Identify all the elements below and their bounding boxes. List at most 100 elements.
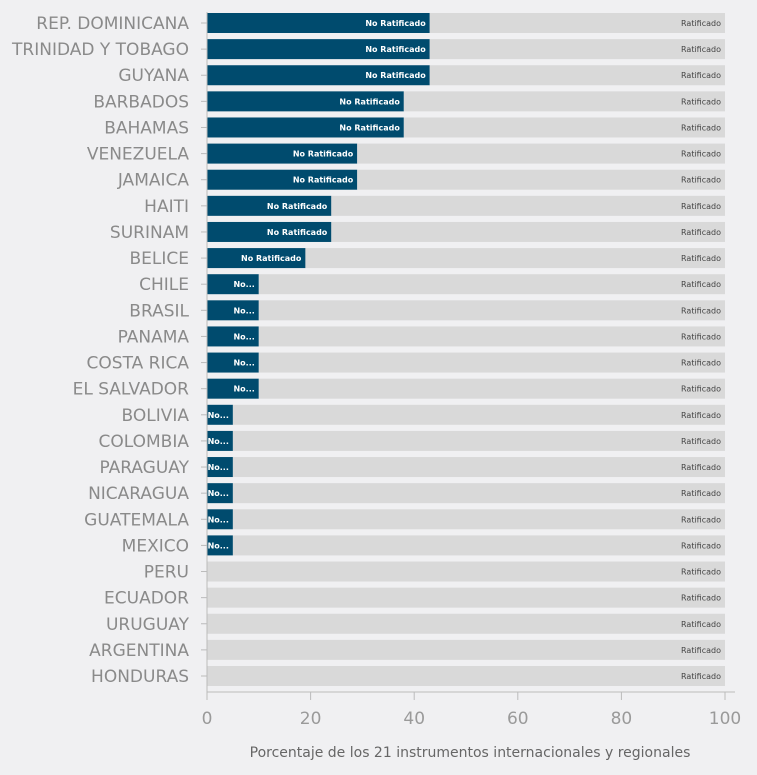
bar-no-ratificado[interactable] (207, 143, 358, 164)
bar-data-label: No... (233, 385, 254, 394)
bar-data-label: No Ratificado (365, 71, 426, 80)
category-label: PERU (144, 563, 189, 583)
bar-data-label: Ratificado (681, 306, 721, 315)
bar-ratificado[interactable] (357, 169, 725, 190)
bar-data-label: Ratificado (681, 411, 721, 420)
bar-data-label: Ratificado (681, 45, 721, 54)
bar-ratificado[interactable] (429, 39, 725, 60)
x-tick-label: 40 (403, 709, 425, 729)
x-tick-label: 100 (709, 709, 741, 729)
bar-data-label: Ratificado (681, 71, 721, 80)
bar-ratificado[interactable] (258, 352, 725, 373)
bar-ratificado[interactable] (232, 509, 725, 530)
bar-ratificado[interactable] (207, 639, 725, 660)
bar-data-label: No... (208, 411, 229, 420)
bar-no-ratificado[interactable] (207, 404, 233, 425)
bar-data-label: Ratificado (681, 594, 721, 603)
bar-ratificado[interactable] (403, 91, 725, 112)
category-label: NICARAGUA (88, 484, 189, 504)
bar-data-label: Ratificado (681, 176, 721, 185)
bar-data-label: Ratificado (681, 646, 721, 655)
bar-no-ratificado[interactable] (207, 430, 233, 451)
bar-data-label: No Ratificado (365, 19, 426, 28)
bar-ratificado[interactable] (207, 587, 725, 608)
bar-ratificado[interactable] (232, 457, 725, 478)
bar-no-ratificado[interactable] (207, 457, 233, 478)
category-label: BRASIL (129, 301, 189, 321)
bar-data-label: Ratificado (681, 541, 721, 550)
bar-ratificado[interactable] (331, 221, 725, 242)
bar-no-ratificado[interactable] (207, 169, 358, 190)
bar-no-ratificado[interactable] (207, 535, 233, 556)
bar-data-label: No... (233, 306, 254, 315)
bar-ratificado[interactable] (258, 326, 725, 347)
bar-ratificado[interactable] (207, 613, 725, 634)
bar-data-label: No Ratificado (365, 45, 426, 54)
bar-ratificado[interactable] (232, 430, 725, 451)
bar-no-ratificado[interactable] (207, 352, 259, 373)
category-label: TRINIDAD Y TOBAGO (11, 40, 189, 60)
bar-no-ratificado[interactable] (207, 65, 430, 86)
bar-no-ratificado[interactable] (207, 483, 233, 504)
bar-no-ratificado[interactable] (207, 39, 430, 60)
bar-ratificado[interactable] (258, 274, 725, 295)
category-label: ARGENTINA (89, 641, 189, 661)
bar-no-ratificado[interactable] (207, 91, 404, 112)
bar-no-ratificado[interactable] (207, 509, 233, 530)
bar-data-label: No Ratificado (267, 228, 328, 237)
bar-data-label: No Ratificado (339, 123, 400, 132)
bar-ratificado[interactable] (207, 561, 725, 582)
bar-data-label: Ratificado (681, 202, 721, 211)
bar-data-label: No Ratificado (293, 150, 354, 159)
category-label: COLOMBIA (99, 432, 190, 452)
bar-data-label: No... (233, 359, 254, 368)
bar-no-ratificado[interactable] (207, 326, 259, 347)
bar-ratificado[interactable] (232, 404, 725, 425)
bar-ratificado[interactable] (357, 143, 725, 164)
bar-no-ratificado[interactable] (207, 378, 259, 399)
category-label: EL SALVADOR (73, 380, 190, 400)
bar-ratificado[interactable] (429, 13, 725, 33)
bar-ratificado[interactable] (429, 65, 725, 86)
bar-data-label: Ratificado (681, 672, 721, 681)
bar-data-label: No Ratificado (339, 97, 400, 106)
category-label: SURINAM (110, 223, 189, 243)
bar-ratificado[interactable] (403, 117, 725, 138)
bar-data-label: Ratificado (681, 280, 721, 289)
category-label: CHILE (139, 275, 189, 295)
x-axis-label: Porcentaje de los 21 instrumentos intern… (250, 745, 691, 761)
category-label: BAHAMAS (104, 118, 189, 138)
bar-no-ratificado[interactable] (207, 248, 306, 269)
bar-ratificado[interactable] (232, 535, 725, 556)
category-label: PANAMA (118, 327, 190, 347)
x-tick-label: 80 (611, 709, 633, 729)
category-label: HONDURAS (91, 667, 189, 687)
bar-data-label: No Ratificado (241, 254, 302, 263)
bar-ratificado[interactable] (258, 300, 725, 321)
bar-ratificado[interactable] (232, 483, 725, 504)
bar-no-ratificado[interactable] (207, 117, 404, 138)
bar-data-label: Ratificado (681, 123, 721, 132)
category-label: VENEZUELA (87, 145, 190, 165)
bar-ratificado[interactable] (258, 378, 725, 399)
category-label: URUGUAY (106, 615, 190, 635)
bar-no-ratificado[interactable] (207, 274, 259, 295)
bar-data-label: Ratificado (681, 332, 721, 341)
category-label: COSTA RICA (87, 354, 190, 374)
category-label: BOLIVIA (121, 406, 189, 426)
bar-data-label: Ratificado (681, 228, 721, 237)
bar-ratificado[interactable] (305, 248, 725, 269)
bar-no-ratificado[interactable] (207, 300, 259, 321)
bar-data-label: Ratificado (681, 359, 721, 368)
bar-no-ratificado[interactable] (207, 195, 332, 216)
bar-data-label: Ratificado (681, 437, 721, 446)
category-label: REP. DOMINICANA (36, 14, 189, 34)
bar-data-label: No... (208, 489, 229, 498)
category-label: MEXICO (122, 536, 189, 556)
bar-ratificado[interactable] (207, 666, 725, 686)
category-label: HAITI (144, 197, 189, 217)
bar-no-ratificado[interactable] (207, 221, 332, 242)
bar-no-ratificado[interactable] (207, 13, 430, 33)
bar-ratificado[interactable] (331, 195, 725, 216)
